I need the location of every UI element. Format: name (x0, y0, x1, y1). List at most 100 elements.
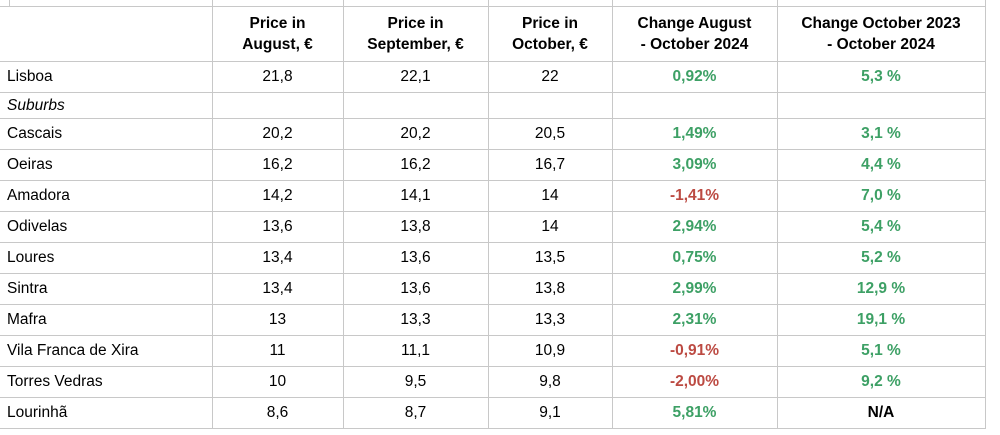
price-sep-cell: 11,1 (343, 335, 489, 367)
table-row-oeiras: Oeiras 16,2 16,2 16,7 3,09% 4,4 % (0, 149, 986, 181)
row-name-cell: Vila Franca de Xira (0, 335, 213, 367)
price-sep-cell: 9,5 (343, 366, 489, 398)
header-price-september: Price in September, € (343, 6, 489, 62)
price-oct-cell: 9,8 (488, 366, 613, 398)
change-aug-oct-cell: -1,41% (612, 180, 778, 212)
table-row-torres-vedras: Torres Vedras 10 9,5 9,8 -2,00% 9,2 % (0, 366, 986, 398)
cropped-row-strip (0, 0, 1000, 6)
row-name-cell: Lisboa (0, 61, 213, 93)
change-aug-oct-cell: 2,94% (612, 211, 778, 243)
header-change-yoy: Change October 2023 - October 2024 (777, 6, 986, 62)
price-oct-cell: 13,3 (488, 304, 613, 336)
row-name-cell: Amadora (0, 180, 213, 212)
header-change-aug-oct: Change August - October 2024 (612, 6, 778, 62)
change-aug-oct-cell: 5,81% (612, 397, 778, 429)
price-oct-cell: 22 (488, 61, 613, 93)
gridline-stub (985, 0, 986, 6)
change-aug-oct-cell: 0,92% (612, 61, 778, 93)
row-name-cell: Oeiras (0, 149, 213, 181)
row-name-cell: Odivelas (0, 211, 213, 243)
gridline-stub (9, 0, 10, 6)
change-yoy-cell (777, 92, 986, 119)
gridline-stub (777, 0, 778, 6)
price-sep-cell: 13,3 (343, 304, 489, 336)
table-row-suburbs: Suburbs (0, 92, 986, 119)
price-sep-cell: 14,1 (343, 180, 489, 212)
row-name-cell: Mafra (0, 304, 213, 336)
change-yoy-cell: 5,4 % (777, 211, 986, 243)
section-label-suburbs: Suburbs (0, 92, 213, 119)
price-oct-cell: 13,5 (488, 242, 613, 274)
table-row-loures: Loures 13,4 13,6 13,5 0,75% 5,2 % (0, 242, 986, 274)
change-aug-oct-cell (612, 92, 778, 119)
price-aug-cell: 21,8 (212, 61, 344, 93)
change-aug-oct-cell: -0,91% (612, 335, 778, 367)
price-aug-cell: 14,2 (212, 180, 344, 212)
price-oct-cell: 13,8 (488, 273, 613, 305)
row-name-cell: Loures (0, 242, 213, 274)
change-aug-oct-cell: 0,75% (612, 242, 778, 274)
row-name-cell: Torres Vedras (0, 366, 213, 398)
change-yoy-cell: N/A (777, 397, 986, 429)
price-aug-cell: 20,2 (212, 118, 344, 150)
row-name-cell: Lourinhã (0, 397, 213, 429)
price-aug-cell: 10 (212, 366, 344, 398)
change-yoy-cell: 5,1 % (777, 335, 986, 367)
header-price-august: Price in August, € (212, 6, 344, 62)
price-oct-cell: 20,5 (488, 118, 613, 150)
price-aug-cell: 13,4 (212, 242, 344, 274)
price-sep-cell: 20,2 (343, 118, 489, 150)
change-yoy-cell: 5,3 % (777, 61, 986, 93)
gridline-stub (343, 0, 344, 6)
price-sep-cell: 8,7 (343, 397, 489, 429)
change-aug-oct-cell: 2,99% (612, 273, 778, 305)
header-price-october: Price in October, € (488, 6, 613, 62)
gridline-stub (212, 0, 213, 6)
change-yoy-cell: 4,4 % (777, 149, 986, 181)
price-oct-cell: 14 (488, 180, 613, 212)
price-sep-cell (343, 92, 489, 119)
price-aug-cell: 8,6 (212, 397, 344, 429)
table-row-vila-franca-de-xira: Vila Franca de Xira 11 11,1 10,9 -0,91% … (0, 335, 986, 367)
change-yoy-cell: 7,0 % (777, 180, 986, 212)
price-aug-cell (212, 92, 344, 119)
change-aug-oct-cell: -2,00% (612, 366, 778, 398)
change-aug-oct-cell: 1,49% (612, 118, 778, 150)
gridline-stub (612, 0, 613, 6)
row-name-cell: Cascais (0, 118, 213, 150)
table-row-sintra: Sintra 13,4 13,6 13,8 2,99% 12,9 % (0, 273, 986, 305)
price-sep-cell: 13,6 (343, 242, 489, 274)
price-aug-cell: 13 (212, 304, 344, 336)
row-name-cell: Sintra (0, 273, 213, 305)
table-row-mafra: Mafra 13 13,3 13,3 2,31% 19,1 % (0, 304, 986, 336)
price-aug-cell: 16,2 (212, 149, 344, 181)
table-row-lisboa: Lisboa 21,8 22,1 22 0,92% 5,3 % (0, 61, 986, 93)
change-yoy-cell: 9,2 % (777, 366, 986, 398)
gridline-stub (488, 0, 489, 6)
change-aug-oct-cell: 3,09% (612, 149, 778, 181)
price-oct-cell (488, 92, 613, 119)
table-row-odivelas: Odivelas 13,6 13,8 14 2,94% 5,4 % (0, 211, 986, 243)
header-empty-cell (0, 6, 213, 62)
change-yoy-cell: 5,2 % (777, 242, 986, 274)
price-sep-cell: 16,2 (343, 149, 489, 181)
price-oct-cell: 9,1 (488, 397, 613, 429)
change-yoy-cell: 19,1 % (777, 304, 986, 336)
header-row: Price in August, € Price in September, €… (0, 6, 986, 62)
price-oct-cell: 10,9 (488, 335, 613, 367)
change-yoy-cell: 12,9 % (777, 273, 986, 305)
price-table: Price in August, € Price in September, €… (0, 6, 986, 429)
price-sep-cell: 22,1 (343, 61, 489, 93)
table-row-amadora: Amadora 14,2 14,1 14 -1,41% 7,0 % (0, 180, 986, 212)
table-row-lourinha: Lourinhã 8,6 8,7 9,1 5,81% N/A (0, 397, 986, 429)
price-aug-cell: 11 (212, 335, 344, 367)
price-aug-cell: 13,6 (212, 211, 344, 243)
table-row-cascais: Cascais 20,2 20,2 20,5 1,49% 3,1 % (0, 118, 986, 150)
change-aug-oct-cell: 2,31% (612, 304, 778, 336)
price-oct-cell: 14 (488, 211, 613, 243)
price-sep-cell: 13,8 (343, 211, 489, 243)
price-oct-cell: 16,7 (488, 149, 613, 181)
price-aug-cell: 13,4 (212, 273, 344, 305)
change-yoy-cell: 3,1 % (777, 118, 986, 150)
